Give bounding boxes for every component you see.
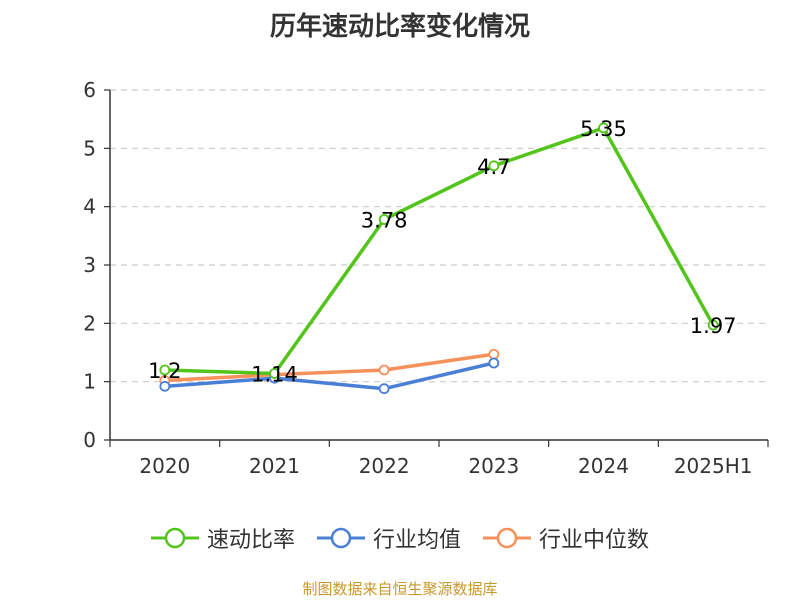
data-point bbox=[159, 364, 171, 376]
data-point bbox=[488, 160, 500, 172]
data-point bbox=[378, 214, 390, 225]
data-point bbox=[488, 348, 500, 360]
y-tick-label: 1 bbox=[83, 370, 96, 394]
data-label: 1.97 bbox=[690, 314, 737, 338]
legend-label: 行业中位数 bbox=[539, 528, 650, 553]
data-point bbox=[598, 122, 609, 134]
y-tick-label: 5 bbox=[83, 136, 96, 160]
data-labels: 1.2 1.14 3.78 4.7 5.35 1.97 bbox=[148, 117, 736, 387]
legend-item-industry-mean[interactable]: 行业均值 bbox=[316, 522, 461, 554]
line-chart: 0 1 2 3 4 5 6 2020 2021 2022 2023 2024 2025H1 1.2 1.1… bbox=[83, 78, 769, 478]
x-tick-label: 2023 bbox=[468, 454, 519, 478]
data-point bbox=[378, 364, 390, 376]
x-tick-label: 2020 bbox=[139, 454, 190, 478]
data-label: 1.2 bbox=[148, 359, 181, 383]
axes: 0 1 2 3 4 5 6 2020 2021 2022 2023 2024 2025H1 bbox=[83, 78, 769, 478]
data-label: 1.14 bbox=[251, 363, 298, 387]
legend-line-marker-icon bbox=[150, 527, 199, 549]
legend-line-marker-icon bbox=[316, 527, 365, 549]
legend-label: 行业均值 bbox=[372, 528, 461, 553]
data-point bbox=[269, 368, 280, 379]
x-tick-label: 2021 bbox=[249, 454, 300, 478]
data-point bbox=[707, 319, 719, 331]
grid-lines bbox=[110, 89, 768, 383]
series-line bbox=[164, 126, 715, 376]
y-tick-label: 3 bbox=[83, 253, 96, 277]
x-tick-label: 2024 bbox=[578, 454, 629, 478]
source-note: 制图数据来自恒生聚源数据库 bbox=[302, 580, 498, 598]
data-label: 4.7 bbox=[477, 155, 510, 179]
legend-item-speed-ratio[interactable]: 速动比率 bbox=[150, 522, 295, 554]
data-label: 3.78 bbox=[361, 209, 408, 233]
legend-item-industry-median[interactable]: 行业中位数 bbox=[483, 522, 649, 554]
y-tick-label: 4 bbox=[83, 195, 96, 219]
chart-title: 历年速动比率变化情况 bbox=[269, 12, 530, 42]
y-tick-label: 0 bbox=[83, 428, 96, 452]
data-point bbox=[378, 383, 390, 395]
legend: 速动比率 行业均值 行业中位数 bbox=[0, 522, 800, 554]
data-point bbox=[159, 380, 171, 392]
x-tick-label: 2025H1 bbox=[674, 454, 753, 478]
series-lines bbox=[159, 122, 719, 395]
legend-line-marker-icon bbox=[483, 527, 531, 549]
series-line bbox=[164, 352, 495, 383]
data-point bbox=[488, 357, 500, 369]
legend-label: 速动比率 bbox=[206, 528, 295, 553]
series-line bbox=[164, 361, 495, 391]
y-tick-label: 6 bbox=[83, 78, 96, 102]
data-label: 5.35 bbox=[580, 117, 627, 141]
y-tick-label: 2 bbox=[83, 311, 96, 335]
x-tick-label: 2022 bbox=[359, 454, 410, 478]
